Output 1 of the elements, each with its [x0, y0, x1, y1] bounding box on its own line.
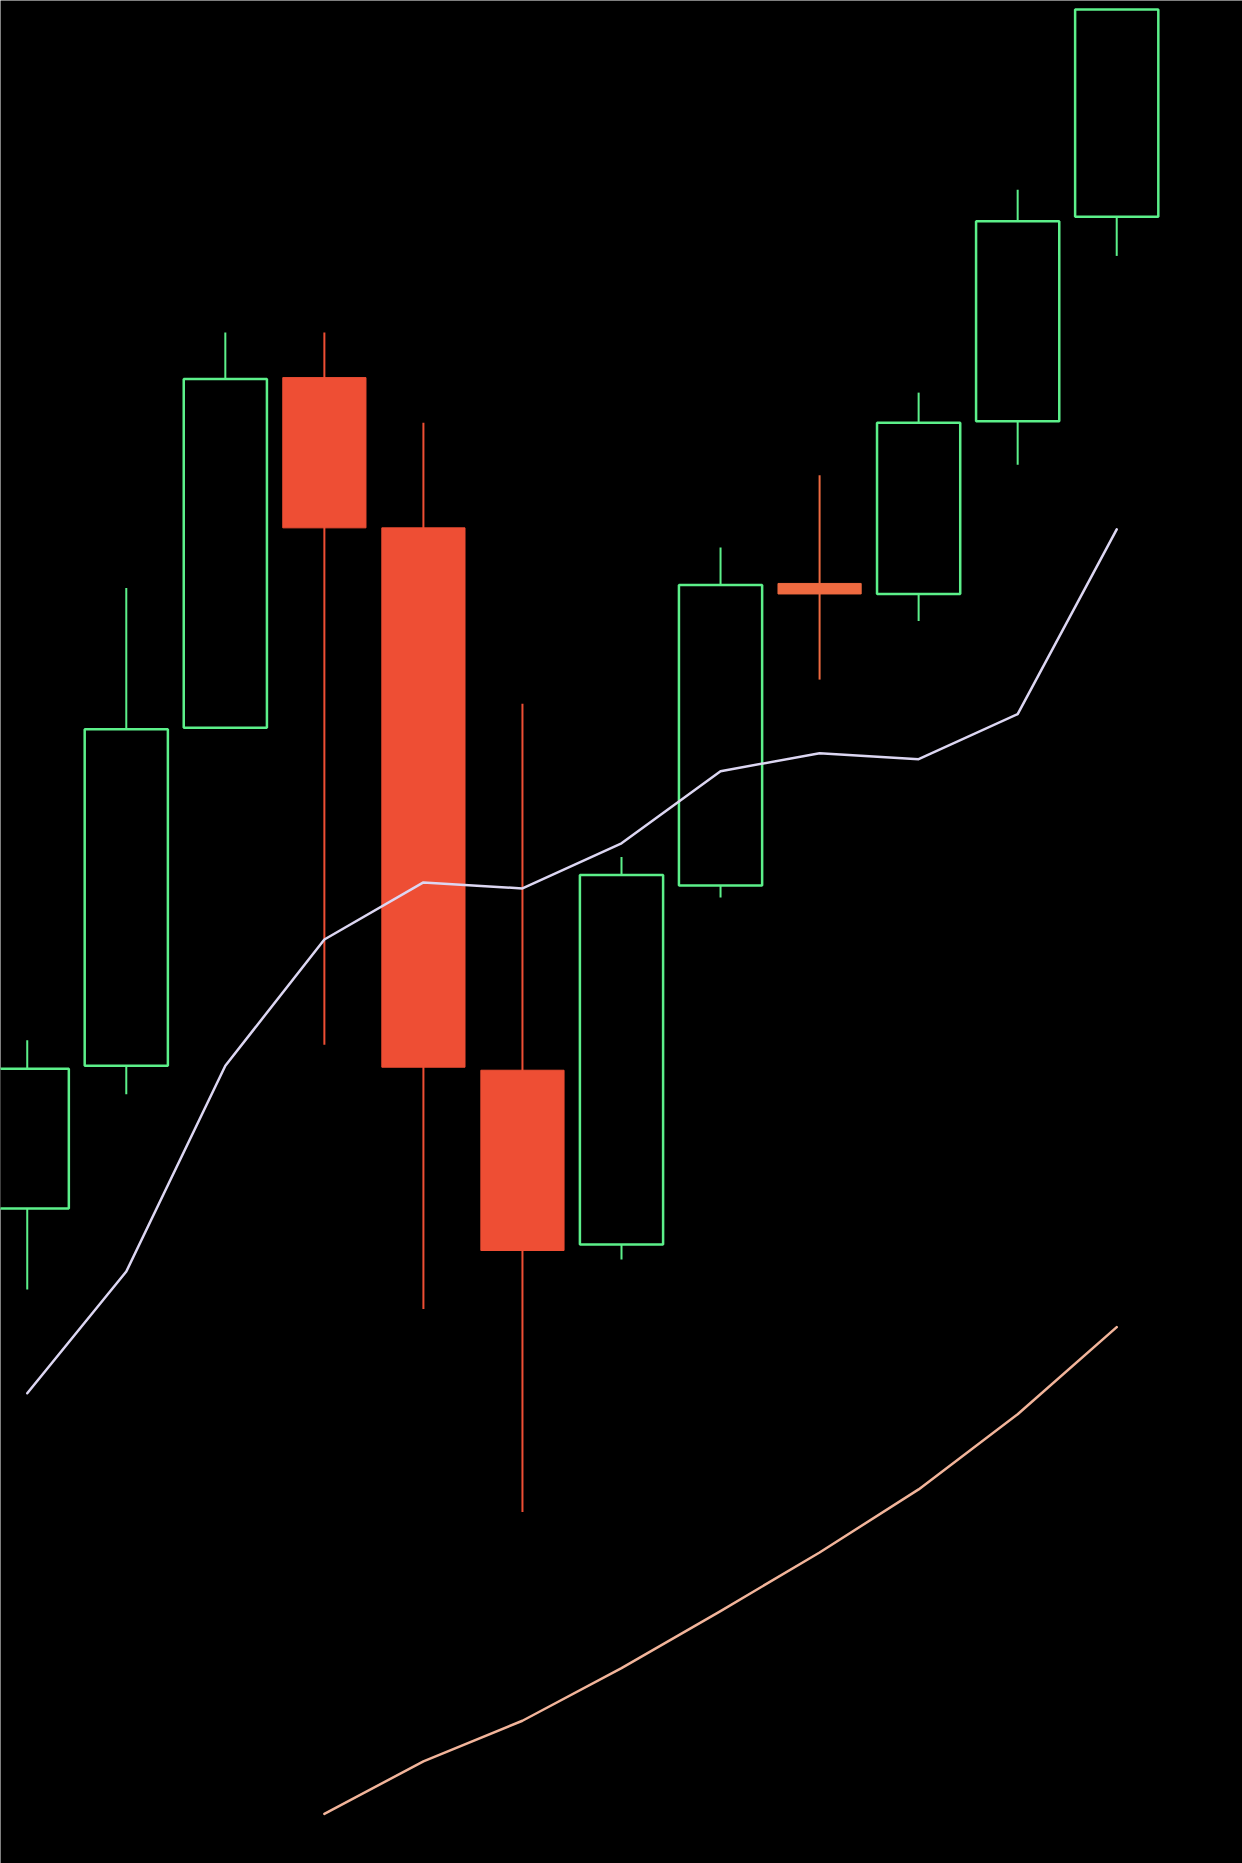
candlestick [777, 474, 862, 681]
